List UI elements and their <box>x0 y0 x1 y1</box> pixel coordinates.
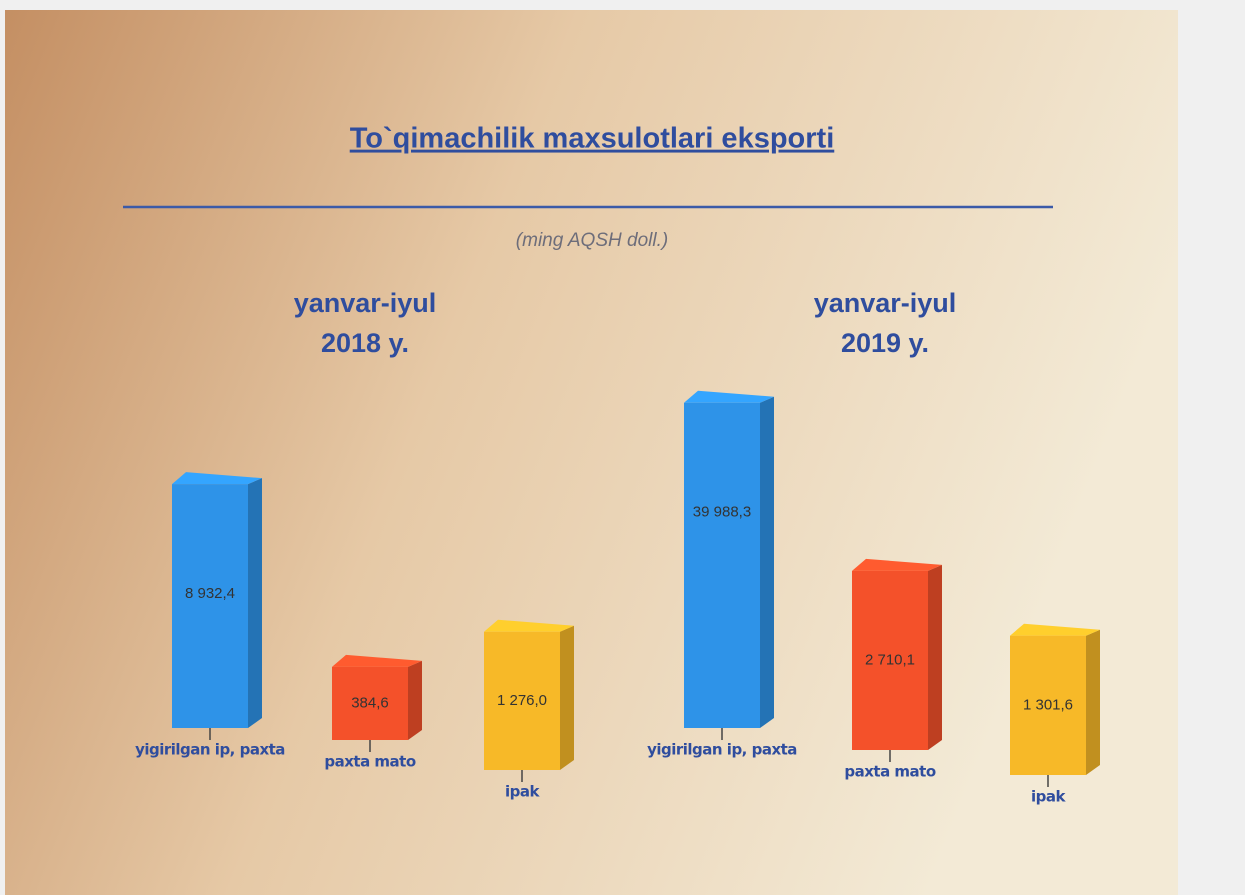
background <box>5 10 1178 895</box>
chart-heading: yanvar-iyul <box>814 288 957 318</box>
value-label: 8 932,4 <box>185 585 235 602</box>
bar <box>484 631 560 770</box>
category-label: ipak <box>505 783 541 801</box>
value-label: 384,6 <box>351 694 389 711</box>
category-label: paxta mato <box>844 763 935 781</box>
bar <box>684 402 760 728</box>
category-label: paxta mato <box>324 753 415 771</box>
chart-heading-year: 2018 y. <box>321 328 409 358</box>
value-label: 1 276,0 <box>497 692 547 709</box>
bar-side <box>1086 629 1100 775</box>
bar <box>1010 635 1086 775</box>
bar-side <box>248 478 262 728</box>
category-label: yigirilgan ip, paxta <box>135 741 285 759</box>
bar-side <box>928 564 942 750</box>
bar-side <box>408 660 422 740</box>
title: To`qimachilik maxsulotlari eksporti <box>350 123 835 155</box>
bar-side <box>760 396 774 728</box>
bar-top <box>1010 623 1100 636</box>
bar <box>172 484 248 728</box>
bar <box>332 666 408 740</box>
chart-heading: yanvar-iyul <box>294 288 437 318</box>
value-label: 1 301,6 <box>1023 696 1073 713</box>
chart-heading-year: 2019 y. <box>841 328 929 358</box>
bar-top <box>172 472 262 485</box>
category-label: yigirilgan ip, paxta <box>647 741 797 759</box>
value-label: 39 988,3 <box>693 504 751 521</box>
bar-top <box>684 390 774 403</box>
bar <box>852 570 928 750</box>
category-label: ipak <box>1031 788 1067 806</box>
bar-top <box>852 558 942 571</box>
bar-top <box>332 654 422 667</box>
subtitle: (ming AQSH doll.) <box>516 230 668 251</box>
bar-side <box>560 625 574 770</box>
value-label: 2 710,1 <box>865 651 915 668</box>
bar-top <box>484 619 574 632</box>
